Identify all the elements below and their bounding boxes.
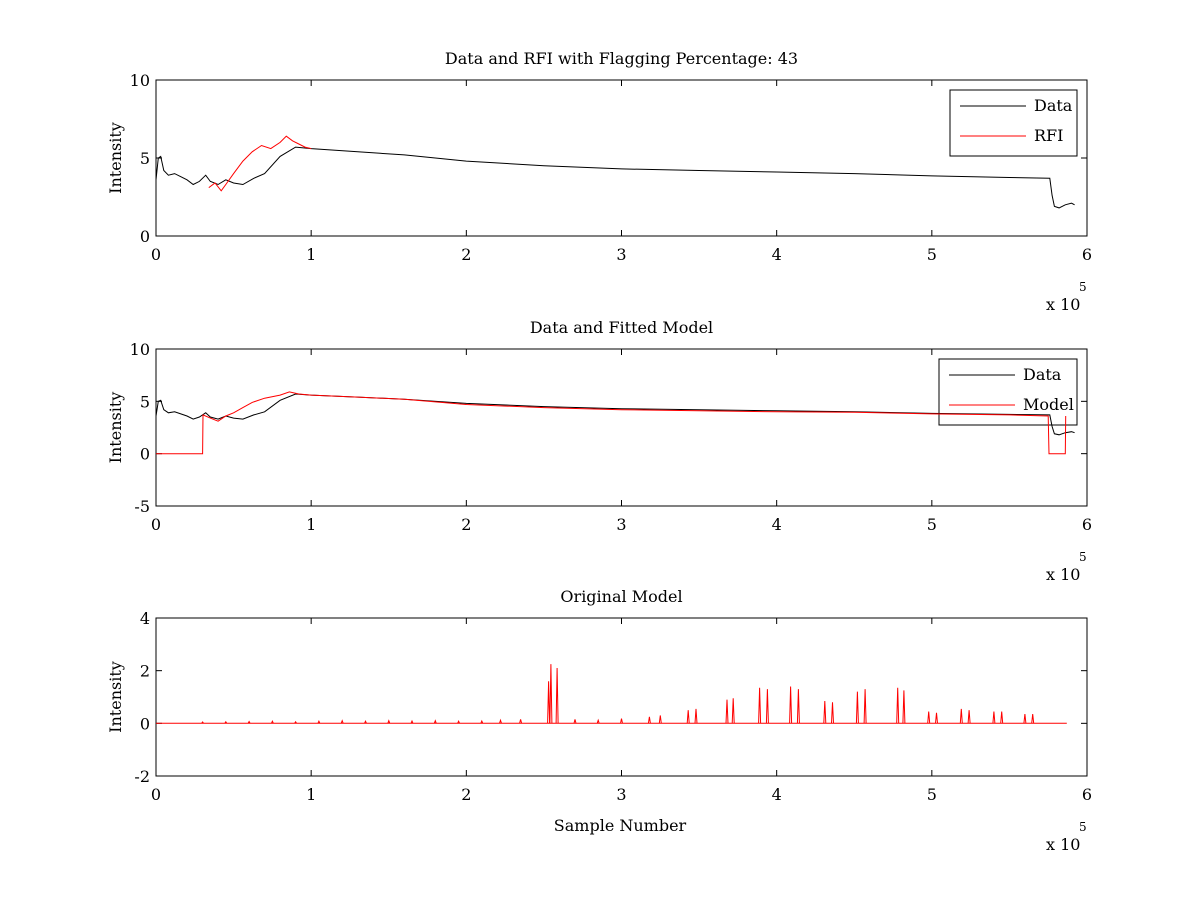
y-tick-label: 0 [140,227,150,246]
y-tick-label: 0 [140,714,150,733]
x-tick-label: 2 [461,785,471,804]
x-tick-label: 4 [772,245,782,264]
x-tick-label: 6 [1082,785,1092,804]
x-tick-label: 0 [151,245,161,264]
series-line-rfi [208,135,312,192]
x-multiplier-exponent: 5 [1079,280,1087,294]
x-tick-label: 0 [151,785,161,804]
y-axis-label: Intensity [106,661,125,733]
fitted-model-panel: Data and Fitted Model Intensity x 10 5 D… [106,318,1092,584]
original-model-panel: Original Model Intensity Sample Number x… [106,587,1092,854]
x-tick-label: 1 [306,785,316,804]
x-multiplier-base: x 10 [1046,835,1080,854]
x-tick-label: 6 [1082,515,1092,534]
y-tick-label: -2 [134,767,150,786]
y-tick-label: -5 [134,497,150,516]
legend-label-model: Model [1023,395,1074,414]
x-tick-label: 3 [616,785,626,804]
x-tick-label: 6 [1082,245,1092,264]
y-axis-label: Intensity [106,122,125,194]
x-tick-label: 1 [306,515,316,534]
y-tick-label: 0 [140,445,150,464]
y-tick-label: 2 [140,662,150,681]
x-tick-label: 3 [616,515,626,534]
y-tick-label: 4 [140,609,150,628]
x-tick-label: 2 [461,515,471,534]
series-line-data [155,146,1075,209]
x-tick-label: 4 [772,785,782,804]
panel-title: Data and RFI with Flagging Percentage: 4… [445,49,798,68]
x-tick-label: 5 [927,245,937,264]
legend-label-rfi: RFI [1034,126,1063,145]
y-tick-label: 10 [130,340,150,359]
legend-label-data: Data [1034,96,1073,115]
x-multiplier-base: x 10 [1046,565,1080,584]
x-tick-label: 5 [927,785,937,804]
x-tick-label: 1 [306,245,316,264]
x-tick-label: 4 [772,515,782,534]
x-tick-label: 0 [151,515,161,534]
series-line-data [155,393,1075,436]
panel-title: Data and Fitted Model [530,318,713,337]
y-tick-label: 5 [140,392,150,411]
rfi-flagging-panel: Data and RFI with Flagging Percentage: 4… [106,49,1092,314]
x-axis-label: Sample Number [554,816,687,835]
x-multiplier-base: x 10 [1046,295,1080,314]
y-axis-label: Intensity [106,392,125,464]
y-tick-label: 10 [130,71,150,90]
legend-label-data: Data [1023,365,1062,384]
x-tick-label: 2 [461,245,471,264]
y-tick-label: 5 [140,149,150,168]
x-multiplier-exponent: 5 [1079,820,1087,834]
x-tick-label: 3 [616,245,626,264]
legend-box [949,89,1078,157]
series-line-spikes [156,664,1067,724]
x-multiplier-exponent: 5 [1079,550,1087,564]
x-tick-label: 5 [927,515,937,534]
series-line-model [156,391,1067,455]
panel-title: Original Model [560,587,682,606]
